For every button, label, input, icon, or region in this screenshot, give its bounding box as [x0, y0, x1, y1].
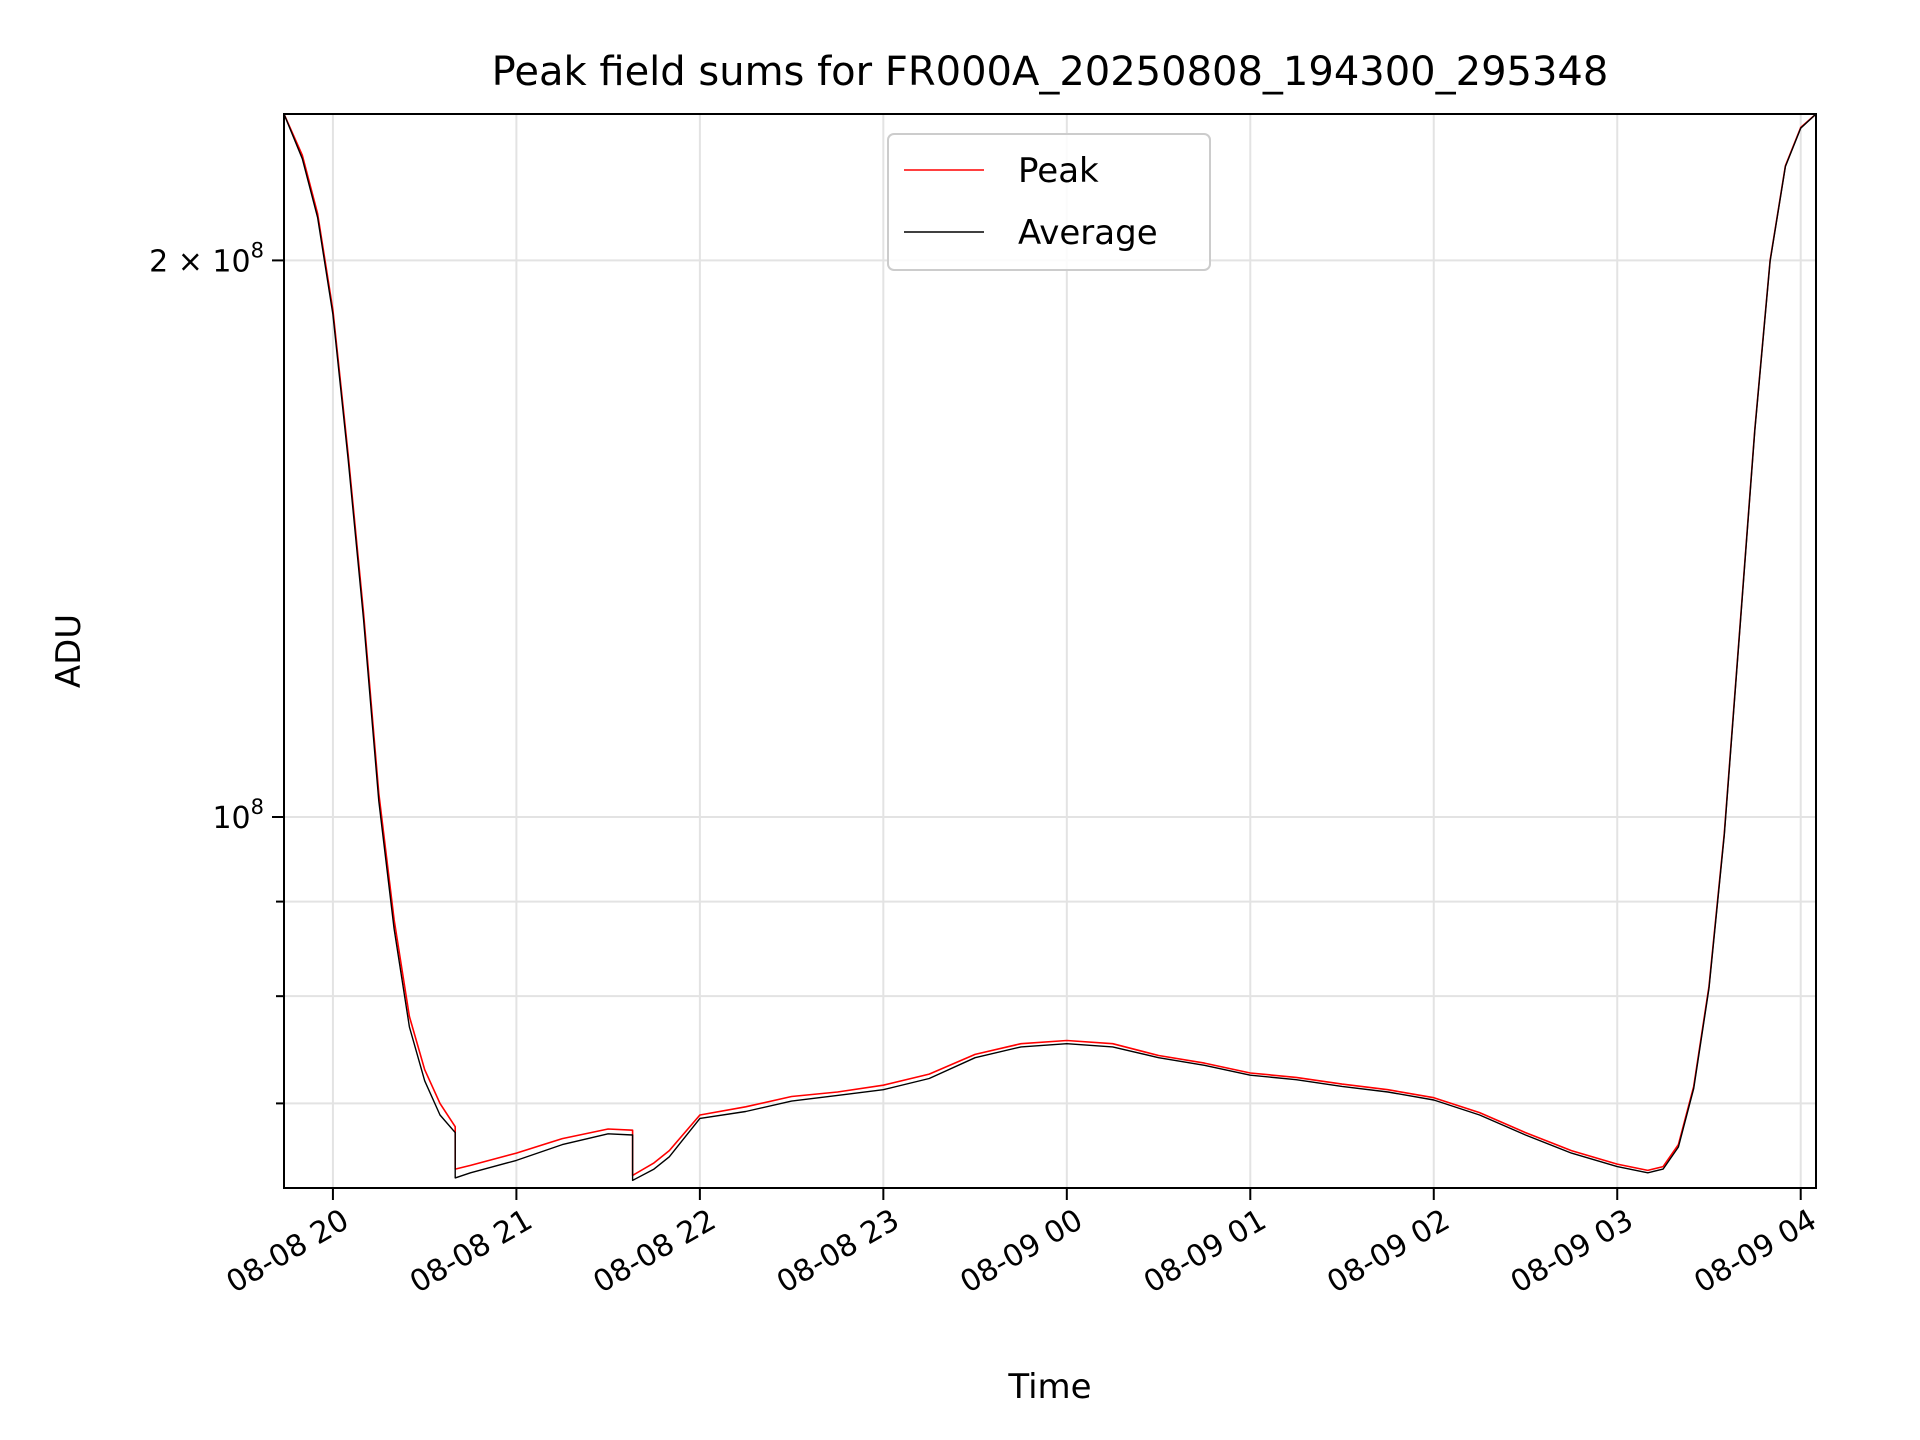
y-tick-label: 2 × 108	[149, 238, 264, 279]
legend-label-peak: Peak	[1018, 151, 1099, 191]
legend-label-average: Average	[1018, 213, 1158, 253]
legend: Peak Average	[887, 133, 1211, 271]
plot-frame	[283, 113, 1817, 1189]
legend-box	[887, 133, 1211, 271]
series-line-average	[284, 114, 1816, 1182]
chart-title: Peak field sums for FR000A_20250808_1943…	[492, 49, 1609, 95]
y-axis-ticks: 108 2 × 108	[149, 238, 284, 1105]
y-axis-label: ADU	[49, 614, 89, 688]
series-layer	[284, 114, 1816, 1182]
y-tick-label: 108	[212, 795, 264, 836]
x-axis-label: Time	[1007, 1367, 1091, 1407]
